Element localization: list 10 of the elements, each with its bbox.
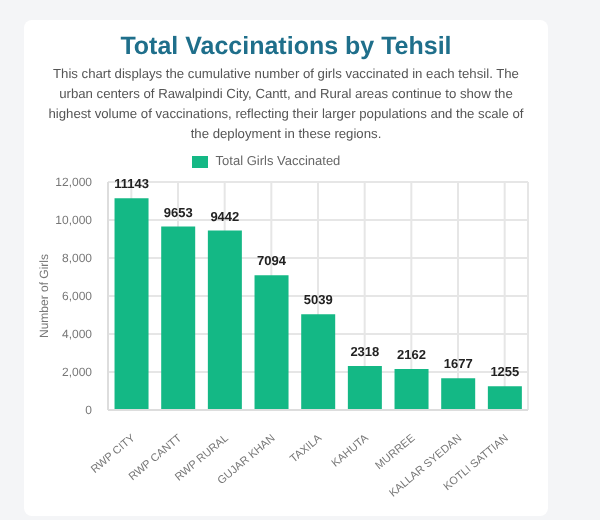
bar (394, 368, 429, 410)
bar (487, 386, 522, 410)
bar (161, 226, 196, 410)
chart-title: Total Vaccinations by Tehsil (118, 32, 454, 60)
bar (254, 275, 289, 410)
bar (347, 365, 382, 410)
bar (301, 314, 336, 410)
bar (114, 198, 149, 410)
bar (441, 378, 476, 410)
bar (207, 230, 242, 410)
